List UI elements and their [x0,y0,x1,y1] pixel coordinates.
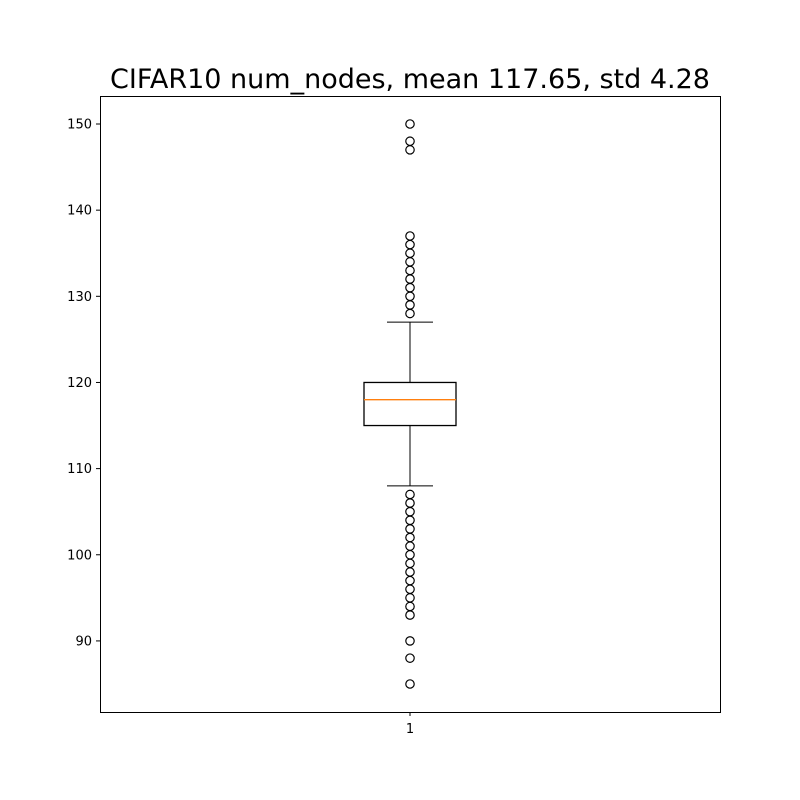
outlier-point [405,300,415,310]
y-tick-label: 120 [67,376,92,391]
outlier-point [405,265,415,276]
outlier-point [405,601,415,612]
y-tick-label: 100 [67,548,92,563]
outlier-point [405,506,415,517]
outlier-point [405,610,415,620]
outlier-point [405,248,415,259]
outlier-point [405,653,415,663]
outlier-point [405,119,415,129]
box-iqr [363,381,457,427]
outlier-point [405,541,415,551]
outlier-point [405,558,415,569]
x-axis: 1 [406,712,414,737]
y-tick-label: 110 [67,462,92,477]
outlier-point [405,679,415,689]
outlier-point [405,575,415,586]
outlier-point [405,231,415,241]
outlier-point [405,636,415,646]
y-tick-label: 140 [67,204,92,219]
outlier-point [405,524,415,534]
outlier-point [405,498,415,508]
outlier-point [405,145,415,155]
outlier-point [405,282,415,293]
plot-area [363,119,457,689]
y-tick-label: 150 [67,118,92,133]
y-tick-label: 90 [75,634,92,649]
outlier-point [405,291,415,302]
y-axis: 90 100 110 120 130 140 150 [67,118,100,649]
outlier-point [405,274,415,284]
outlier-point [405,532,415,543]
outlier-point [405,549,415,560]
outlier-point [405,489,415,500]
outlier-point [405,308,415,319]
outlier-point [405,567,415,577]
outlier-point [405,593,415,603]
outlier-point [405,584,415,595]
axes-frame [100,96,721,713]
y-tick-label: 130 [67,290,92,305]
outlier-point [405,239,415,250]
outlier-point [405,515,415,526]
outlier-point [405,136,415,147]
outlier-point [405,257,415,267]
x-tick-label: 1 [406,722,414,737]
chart-title: CIFAR10 num_nodes, mean 117.65, std 4.28 [110,64,710,95]
